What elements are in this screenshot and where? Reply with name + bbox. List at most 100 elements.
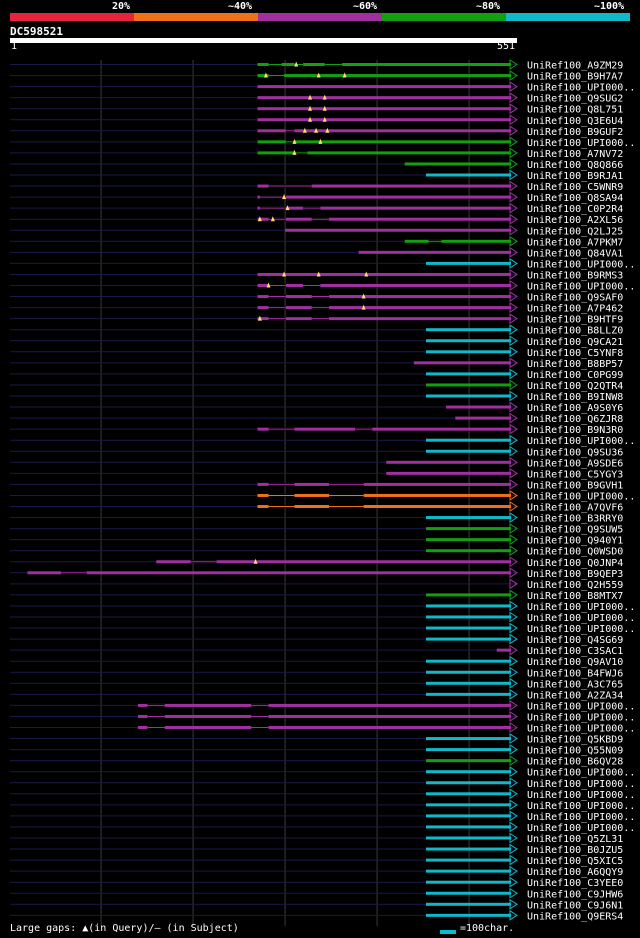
hit-arrow: [509, 755, 518, 767]
hit-label: UniRef100_Q5ZL31: [527, 834, 623, 845]
query-gap-mark: [308, 105, 313, 111]
hit-label: UniRef100_C0PG99: [527, 370, 623, 381]
hit-arrow: [509, 103, 518, 115]
hit-bar: [426, 825, 511, 829]
hit-label: UniRef100_A3C765: [527, 679, 623, 690]
hit-arrow: [509, 887, 518, 899]
hit-arrow: [509, 246, 518, 258]
hit-arrow: [509, 257, 518, 269]
query-gap-mark: [308, 94, 313, 100]
hit-bar: [426, 847, 511, 851]
query-gap-mark: [322, 94, 327, 100]
hit-arrow: [509, 733, 518, 744]
hit-label: UniRef100_B8LLZ0: [527, 326, 623, 337]
hit-label: UniRef100_UPI000..: [527, 83, 635, 94]
hit-arrow: [509, 854, 518, 866]
hit-label: UniRef100_A9SDE6: [527, 458, 623, 469]
hit-label: UniRef100_Q8L751: [527, 105, 623, 116]
hit-arrow: [509, 202, 518, 214]
legend-swatch-cyan: [506, 13, 630, 21]
hit-bar: [257, 74, 511, 78]
hit-bar: [426, 394, 511, 398]
hit-label: UniRef100_A9S0Y6: [527, 403, 623, 414]
hit-bar: [257, 482, 511, 486]
query-gap-mark: [257, 216, 262, 222]
hit-label: UniRef100_Q6ZJR8: [527, 414, 623, 425]
hit-label: UniRef100_UPI000..: [527, 790, 635, 801]
hit-bar: [413, 361, 511, 365]
hit-label: UniRef100_A2XL56: [527, 215, 623, 226]
hit-arrow: [509, 832, 518, 844]
hit-arrow: [509, 909, 518, 921]
hit-bar: [257, 206, 511, 210]
hit-bar: [426, 748, 511, 752]
hit-bar: [426, 692, 511, 696]
hit-bar: [426, 173, 511, 177]
hit-bar: [27, 571, 511, 575]
hit-label: UniRef100_Q9ERS4: [527, 911, 623, 922]
hit-label: UniRef100_UPI000..: [527, 823, 635, 834]
hit-arrow: [509, 711, 518, 722]
hit-bar: [257, 85, 511, 89]
hit-arrow: [509, 666, 518, 678]
hit-bar: [257, 63, 511, 66]
query-gap-mark: [270, 216, 275, 222]
hit-label: UniRef100_Q5XIC5: [527, 856, 623, 867]
hit-arrow: [509, 379, 518, 391]
hit-bar: [426, 770, 511, 774]
hit-label: UniRef100_UPI000..: [527, 613, 635, 624]
hit-arrow: [509, 313, 518, 325]
hit-arrow: [509, 512, 518, 523]
hit-arrow: [509, 412, 518, 424]
hit-bar: [426, 814, 511, 818]
hit-arrow: [509, 114, 518, 126]
hit-bar: [257, 295, 511, 299]
hit-label: UniRef100_B9RJA1: [527, 171, 623, 182]
hit-label: UniRef100_B6QV28: [527, 757, 623, 768]
hit-arrow: [509, 788, 518, 800]
hit-bar: [426, 261, 511, 265]
query-gap-mark: [282, 194, 287, 200]
hit-label: UniRef100_C3YEE0: [527, 878, 623, 889]
hit-label: UniRef100_UPI000..: [527, 624, 635, 635]
hit-label: UniRef100_Q8SA94: [527, 193, 623, 204]
hit-label: UniRef100_Q3E6U4: [527, 116, 623, 127]
query-gap-mark: [282, 271, 287, 277]
query-gap-mark: [257, 315, 262, 321]
query-gap-mark: [294, 61, 299, 67]
hit-label: UniRef100_UPI000..: [527, 701, 635, 712]
hit-label: UniRef100_B0JZU5: [527, 845, 623, 856]
hit-bar: [426, 781, 511, 785]
hit-arrow: [509, 324, 518, 336]
query-gap-mark: [314, 127, 319, 133]
hit-arrow: [509, 335, 518, 347]
hit-arrow: [509, 456, 518, 468]
hit-arrow: [509, 534, 518, 546]
query-gap-mark: [308, 116, 313, 122]
hit-label: UniRef100_Q940Y1: [527, 536, 623, 547]
hit-bar: [515, 582, 517, 586]
hit-label: UniRef100_B9INW8: [527, 392, 623, 403]
hit-arrow: [509, 125, 518, 137]
hit-label: UniRef100_Q9AV10: [527, 657, 623, 668]
hit-label: UniRef100_UPI000..: [527, 282, 635, 293]
hit-arrow: [509, 390, 518, 402]
hit-bar: [257, 217, 511, 221]
hit-arrow: [509, 876, 518, 888]
hit-label: UniRef100_B8BP57: [527, 359, 623, 370]
hit-bar: [455, 416, 511, 420]
hit-bar: [404, 162, 511, 166]
hit-arrow: [509, 401, 518, 413]
identity-legend: 20% ~40% ~60% ~80% ~100%: [10, 0, 630, 24]
hit-bar: [257, 306, 511, 310]
hit-label: UniRef100_A7P462: [527, 304, 623, 315]
hit-label: UniRef100_C5YNF8: [527, 348, 623, 359]
hit-arrow: [509, 865, 518, 877]
hit-arrow: [509, 843, 518, 855]
hit-arrow: [509, 445, 518, 457]
hit-arrow: [509, 777, 518, 789]
hit-arrow: [509, 622, 518, 634]
hit-arrow: [509, 467, 518, 479]
hit-arrow: [509, 158, 518, 170]
hit-bar: [257, 284, 511, 287]
